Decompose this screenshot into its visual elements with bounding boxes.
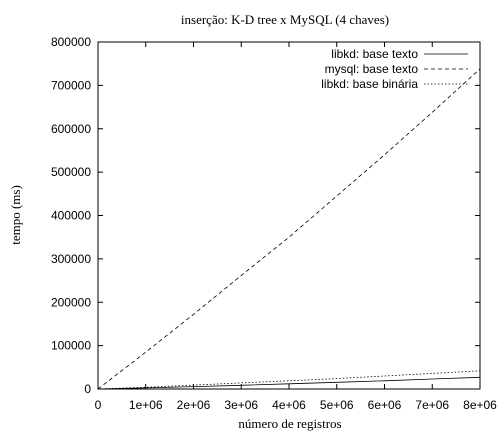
y-axis-label: tempo (ms) — [8, 185, 23, 245]
y-tick-label: 800000 — [51, 35, 91, 49]
x-tick-label: 3e+06 — [224, 398, 258, 412]
legend-label-2: libkd: base binária — [321, 77, 418, 91]
legend-label-1: mysql: base texto — [325, 62, 419, 76]
y-tick-label: 300000 — [51, 252, 91, 266]
x-tick-label: 0 — [95, 398, 102, 412]
series-lines — [97, 68, 481, 390]
y-tick-label: 600000 — [51, 122, 91, 136]
y-tick-label: 400000 — [51, 209, 91, 223]
x-tick-label: 1e+06 — [129, 398, 163, 412]
x-tick-label: 7e+06 — [415, 398, 449, 412]
plot-frame — [97, 41, 481, 390]
chart-title: inserção: K-D tree x MySQL (4 chaves) — [181, 12, 389, 27]
axis-ticks: 0 1e+06 2e+06 3e+06 4e+06 5e+06 6e+06 7e+06 8e+0… — [51, 35, 497, 412]
y-tick-label: 700000 — [51, 78, 91, 92]
y-tick-label: 0 — [84, 382, 91, 396]
series-line-1 — [97, 68, 481, 390]
x-tick-label: 5e+06 — [320, 398, 354, 412]
series-line-2 — [97, 370, 481, 390]
y-tick-label: 500000 — [51, 165, 91, 179]
x-tick-label: 6e+06 — [368, 398, 402, 412]
y-tick-label: 200000 — [51, 295, 91, 309]
x-tick-label: 2e+06 — [177, 398, 211, 412]
series-line-0 — [97, 376, 481, 390]
x-tick-label: 8e+06 — [463, 398, 497, 412]
legend-label-0: libkd: base texto — [331, 47, 418, 61]
x-axis-label: número de registros — [238, 416, 341, 431]
x-tick-label: 4e+06 — [272, 398, 306, 412]
y-tick-label: 100000 — [51, 339, 91, 353]
